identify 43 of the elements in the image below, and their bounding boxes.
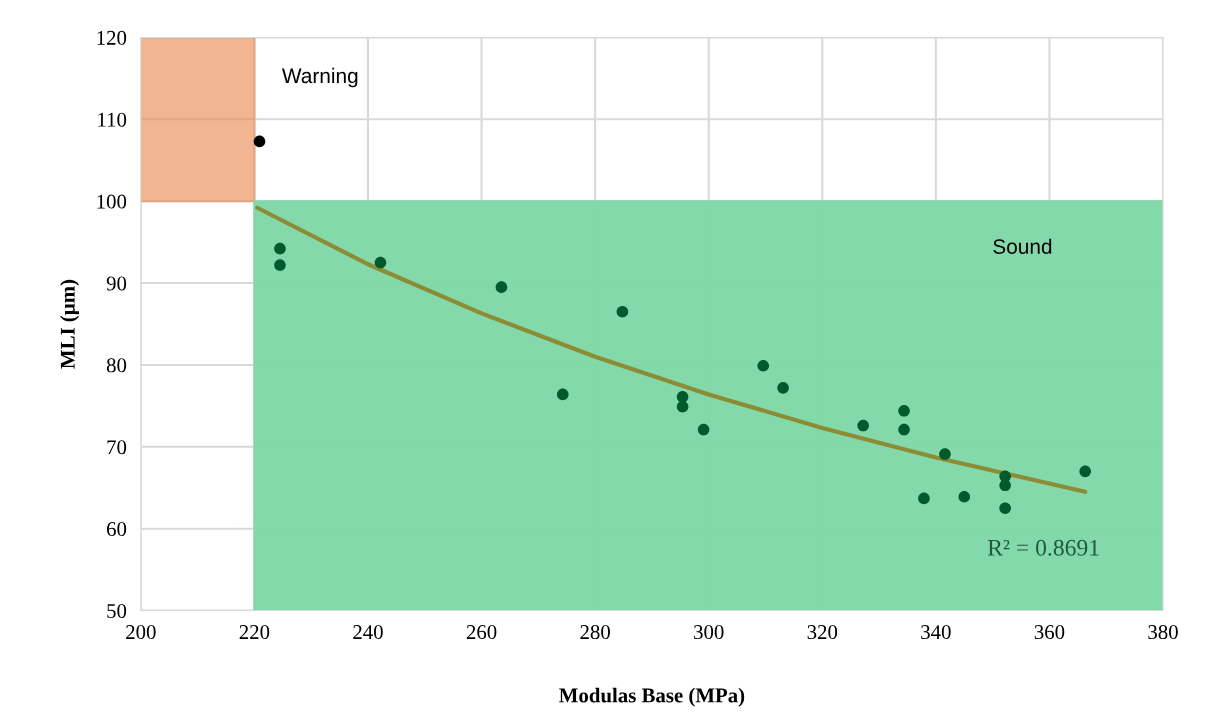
point xyxy=(495,281,508,293)
point xyxy=(374,256,387,269)
y-tick-label: 100 xyxy=(97,194,127,209)
x-tick-label: 220 xyxy=(239,625,270,640)
point xyxy=(939,448,951,460)
x-tick-label: 340 xyxy=(921,625,951,640)
point xyxy=(274,242,286,255)
x-tick-label: 240 xyxy=(353,625,383,640)
point xyxy=(697,423,710,436)
point xyxy=(898,423,910,436)
point xyxy=(274,259,286,271)
point xyxy=(616,305,629,318)
annotation: Sound xyxy=(993,238,1052,254)
line-series xyxy=(255,205,1088,494)
point xyxy=(757,359,770,372)
y-tick-label: 120 xyxy=(97,30,127,45)
x-tick-label: 300 xyxy=(694,625,724,640)
point xyxy=(958,490,971,503)
y-tick-label: 50 xyxy=(107,603,127,618)
point xyxy=(918,492,930,505)
y-tick-label: 110 xyxy=(98,112,127,127)
point xyxy=(898,404,910,417)
point xyxy=(999,502,1011,515)
x-tick-label: 360 xyxy=(1034,625,1065,640)
y-tick-label: 90 xyxy=(106,276,127,291)
point xyxy=(1079,465,1092,478)
point xyxy=(676,391,689,403)
point xyxy=(857,419,869,432)
x-tick-label: 280 xyxy=(580,625,610,640)
annotation: Warning xyxy=(281,67,358,88)
y-tick-label: 70 xyxy=(107,440,127,455)
x-tick-label: 260 xyxy=(466,625,497,640)
x-tick-label: 320 xyxy=(807,625,838,640)
point xyxy=(777,382,789,394)
x-axis-title: Modulas Base (MPa) xyxy=(559,687,745,707)
y-tick-label: 60 xyxy=(107,522,127,537)
x-tick-label: 200 xyxy=(126,625,156,640)
y-tick-label: 80 xyxy=(106,358,127,373)
x-tick-label: 380 xyxy=(1148,625,1178,640)
point xyxy=(253,135,266,148)
annotation: R² = 0.8691 xyxy=(987,539,1099,556)
point xyxy=(556,388,569,401)
y-axis-title: MLI (µm) xyxy=(60,279,80,369)
